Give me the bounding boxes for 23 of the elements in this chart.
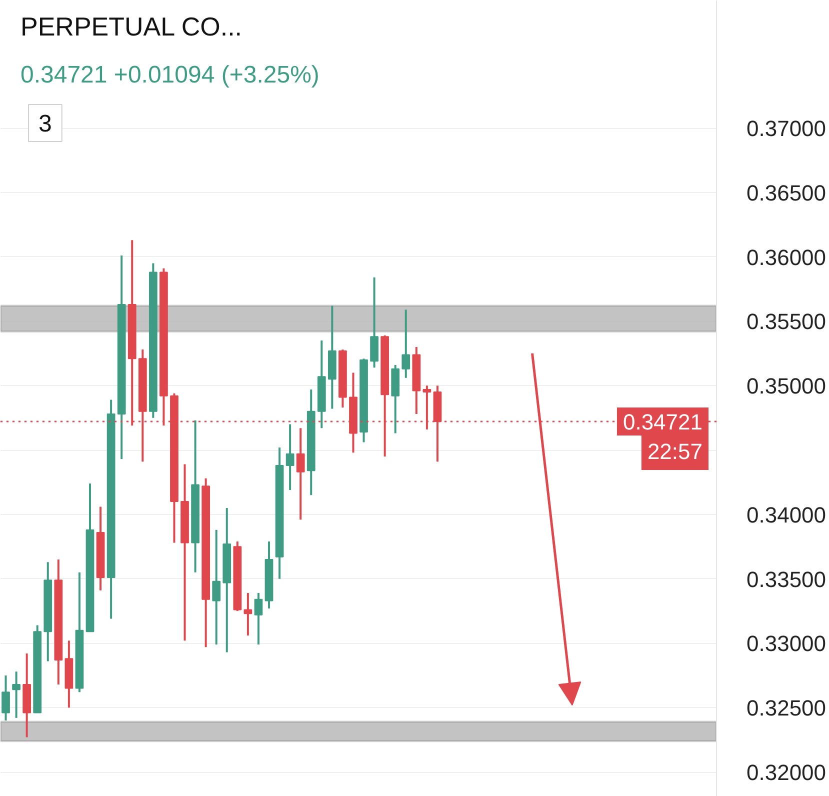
y-tick-label: 0.33000 [746,631,826,656]
candlestick [212,528,221,646]
y-tick-label: 0.36000 [746,244,826,270]
ref-line-label: 0.34721 [622,410,703,435]
annotation: 22:57 [647,439,703,464]
y-tick-label: 0.36500 [746,180,826,206]
y-tick-label: 0.32500 [746,696,826,721]
y-tick-label: 0.37000 [746,116,826,142]
y-tick-label: 0.32000 [746,760,826,786]
candlestick [254,592,263,646]
y-tick-label: 0.33500 [746,566,826,592]
annotation: 3 [38,110,52,138]
y-tick-label: 0.34000 [746,502,826,528]
y-tick-label: 0.35500 [746,309,826,334]
candlestick [402,308,410,379]
candlestick [2,674,10,722]
chart-title: PERPETUAL CO... [20,12,242,42]
candlestick [286,423,294,491]
y-tick-label: 0.35000 [746,374,826,399]
candlestick [244,592,252,636]
text: 0.34721 +0.01094 (+3.25%) [20,62,320,88]
candlestick [296,427,305,521]
candlestick [12,670,20,719]
